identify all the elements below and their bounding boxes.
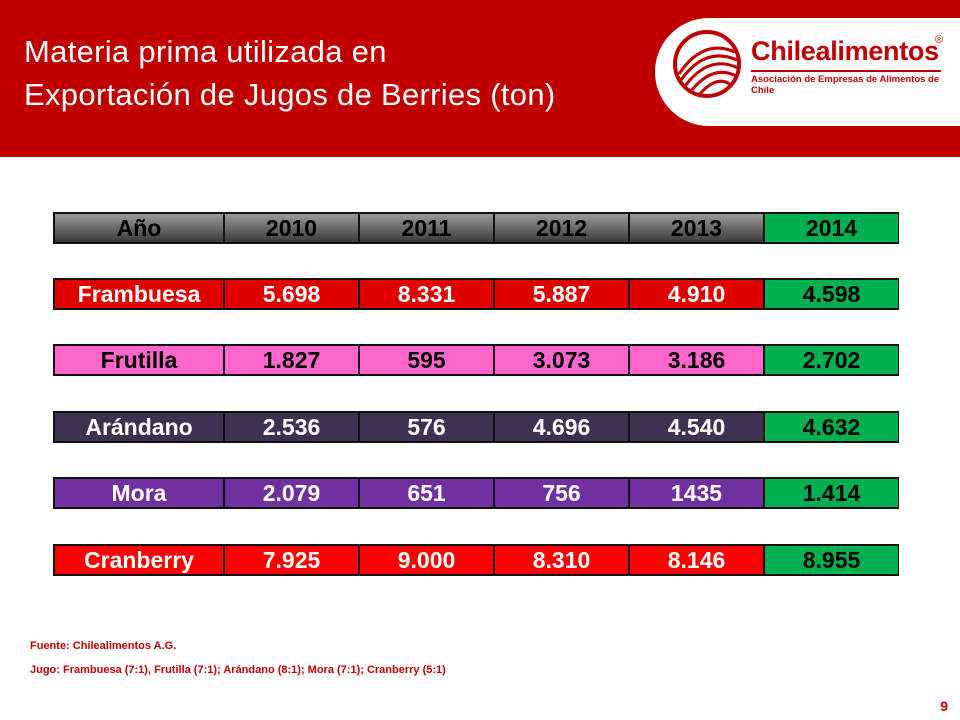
- table-cell: 4.910: [630, 280, 765, 308]
- logo-emblem-icon: [673, 30, 741, 98]
- table-cell: 1.827: [225, 346, 360, 374]
- table-cell: 7.925: [225, 546, 360, 574]
- slide-title: Materia prima utilizada en Exportación d…: [24, 30, 556, 116]
- table-cell: 3.186: [630, 346, 765, 374]
- table-cell: 5.698: [225, 280, 360, 308]
- row-label: Arándano: [55, 413, 225, 441]
- title-line-1: Materia prima utilizada en: [24, 34, 387, 69]
- logo-name: Chilealimentos: [751, 36, 939, 66]
- row-label: Frambuesa: [55, 280, 225, 308]
- table-cell: 595: [360, 346, 495, 374]
- table-cell: 2.702: [765, 346, 898, 374]
- table-cell: 1.414: [765, 479, 898, 507]
- row-label: Mora: [55, 479, 225, 507]
- table-cell: 2010: [225, 214, 360, 242]
- logo-divider: [751, 70, 941, 72]
- table-row: Frutilla 1.827 595 3.073 3.186 2.702: [53, 344, 899, 376]
- row-label: Frutilla: [55, 346, 225, 374]
- row-label: Cranberry: [55, 546, 225, 574]
- table-cell: 5.887: [495, 280, 630, 308]
- table-cell: 8.310: [495, 546, 630, 574]
- source-note: Fuente: Chilealimentos A.G.: [30, 640, 177, 652]
- table-cell: 2011: [360, 214, 495, 242]
- logo-registered-mark: ®: [935, 34, 944, 46]
- table-cell: 2.079: [225, 479, 360, 507]
- table-cell: 2014: [765, 214, 898, 242]
- table-cell: 8.146: [630, 546, 765, 574]
- table-cell: 8.955: [765, 546, 898, 574]
- title-line-2: Exportación de Jugos de Berries (ton): [24, 77, 556, 112]
- table-row: Frambuesa 5.698 8.331 5.887 4.910 4.598: [53, 278, 899, 310]
- table-cell: 2.536: [225, 413, 360, 441]
- table-cell: 1435: [630, 479, 765, 507]
- juice-ratio-note: Jugo: Frambuesa (7:1), Frutilla (7:1); A…: [30, 664, 446, 676]
- table-cell: 4.598: [765, 280, 898, 308]
- table-cell: 756: [495, 479, 630, 507]
- table-cell: 4.632: [765, 413, 898, 441]
- table-cell: 651: [360, 479, 495, 507]
- table-cell: 2012: [495, 214, 630, 242]
- table-cell: 8.331: [360, 280, 495, 308]
- table-cell: 4.540: [630, 413, 765, 441]
- page-number: 9: [940, 698, 948, 714]
- logo: Chilealimentos ® Asociación de Empresas …: [655, 18, 960, 126]
- table-cell: 576: [360, 413, 495, 441]
- header-banner: Materia prima utilizada en Exportación d…: [0, 0, 960, 157]
- table-cell: 9.000: [360, 546, 495, 574]
- table-row: Mora 2.079 651 756 1435 1.414: [53, 477, 899, 509]
- table-cell: 2013: [630, 214, 765, 242]
- table-row: Cranberry 7.925 9.000 8.310 8.146 8.955: [53, 544, 899, 576]
- table-row: Arándano 2.536 576 4.696 4.540 4.632: [53, 411, 899, 443]
- table-cell: 3.073: [495, 346, 630, 374]
- table-header-row: Año 2010 2011 2012 2013 2014: [53, 212, 899, 244]
- table-cell: 4.696: [495, 413, 630, 441]
- row-label: Año: [55, 214, 225, 242]
- logo-subtitle: Asociación de Empresas de Alimentos de C…: [751, 74, 940, 96]
